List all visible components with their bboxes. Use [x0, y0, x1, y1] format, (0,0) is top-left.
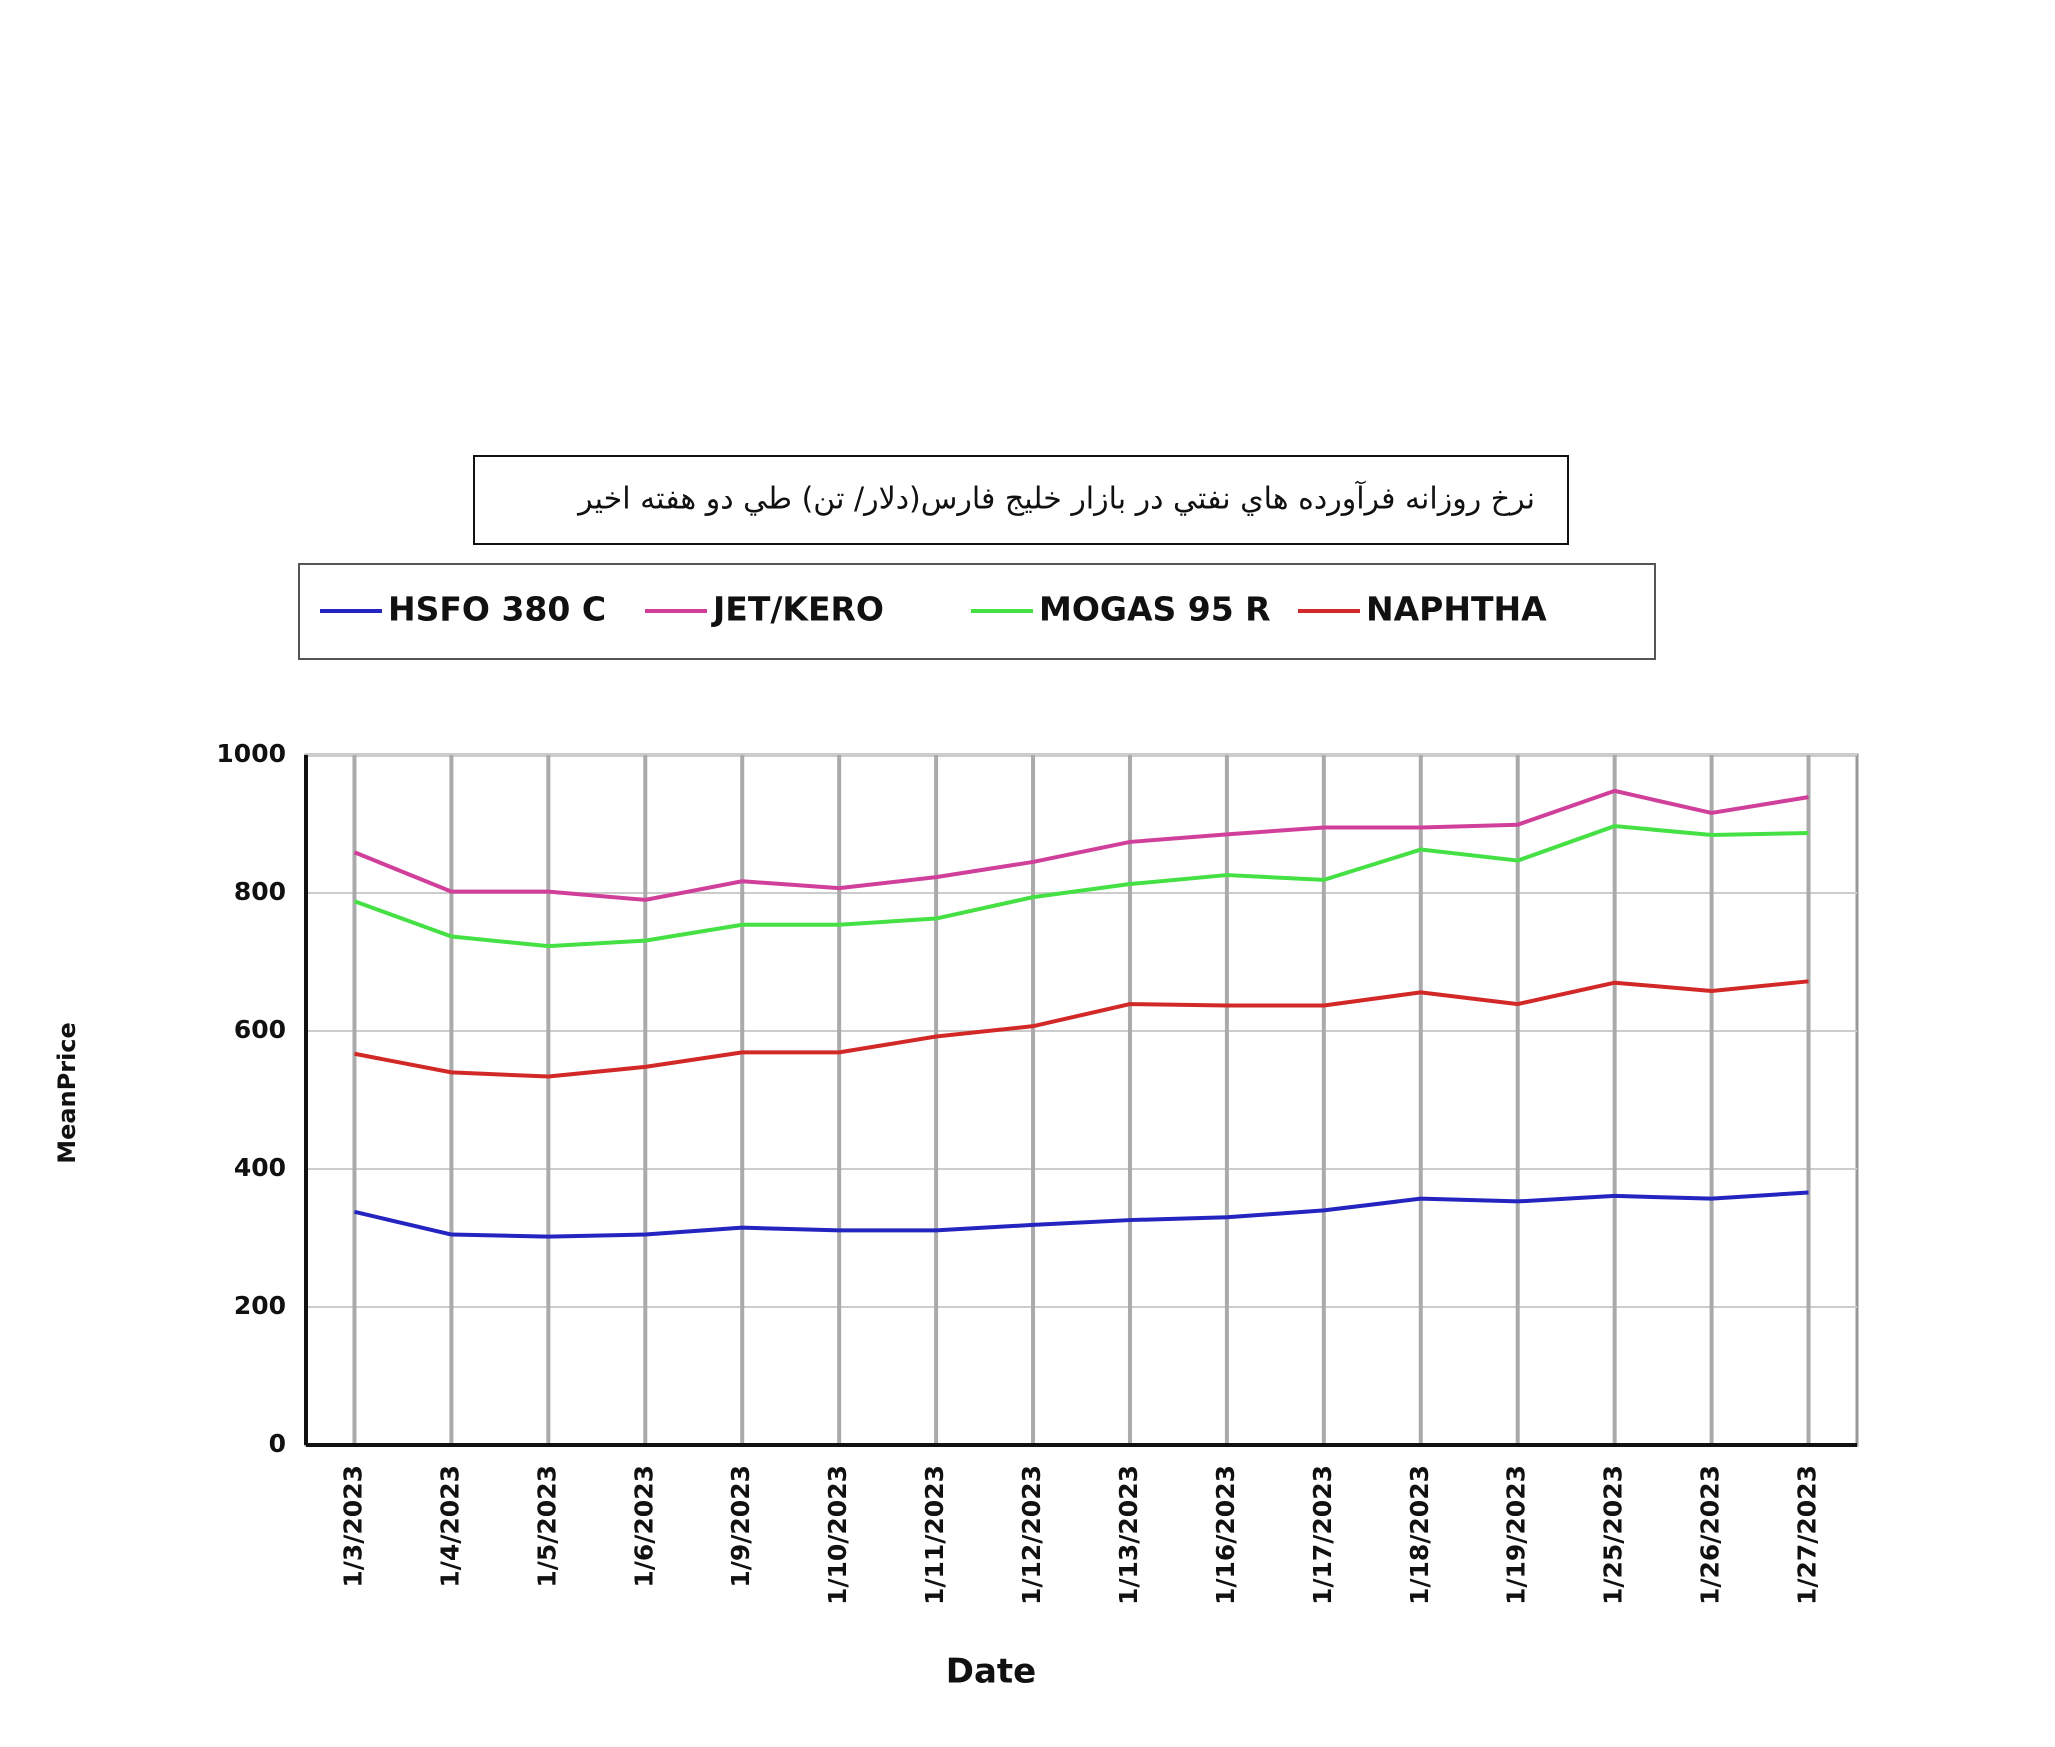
legend-label: JET/KERO [711, 590, 884, 629]
y-tick-label: 0 [269, 1429, 286, 1458]
y-tick-label: 600 [234, 1015, 286, 1044]
legend-label: HSFO 380 C [388, 590, 606, 629]
plot-area [304, 753, 1859, 1447]
x-tick-label: 1/12/2023 [1017, 1465, 1046, 1605]
series-line [353, 824, 1809, 949]
x-tick-label: 1/9/2023 [726, 1465, 755, 1588]
y-tick-label: 400 [234, 1153, 286, 1182]
chart-title: نرخ روزانه فرآورده هاي نفتي در بازار خلي… [576, 481, 1535, 517]
x-tick-label: 1/26/2023 [1696, 1465, 1725, 1605]
series-line [353, 788, 1809, 902]
x-tick-label: 1/6/2023 [629, 1465, 658, 1588]
legend-label: MOGAS 95 R [1039, 590, 1271, 629]
y-axis-label: MeanPrice [53, 1022, 81, 1164]
x-tick-label: 1/17/2023 [1308, 1465, 1337, 1605]
x-axis-label: Date [946, 1652, 1036, 1692]
y-tick-label: 800 [234, 877, 286, 906]
legend-box [298, 563, 1656, 660]
x-tick-label: 1/10/2023 [823, 1465, 852, 1605]
x-tick-label: 1/11/2023 [920, 1465, 949, 1605]
x-tick-label: 1/25/2023 [1599, 1465, 1628, 1605]
x-tick-label: 1/13/2023 [1114, 1465, 1143, 1605]
x-tick-label: 1/16/2023 [1211, 1465, 1240, 1605]
series-line [354, 1190, 1809, 1239]
x-tick-label: 1/5/2023 [532, 1465, 561, 1588]
x-tick-label: 1/4/2023 [435, 1465, 464, 1588]
legend-label: NAPHTHA [1366, 590, 1547, 629]
x-tick-label: 1/27/2023 [1793, 1465, 1822, 1605]
series-line [354, 979, 1809, 1079]
y-tick-label: 200 [234, 1291, 286, 1320]
x-tick-label: 1/19/2023 [1502, 1465, 1531, 1605]
x-tick-label: 1/18/2023 [1405, 1465, 1434, 1605]
y-tick-label: 1000 [216, 739, 286, 768]
x-tick-label: 1/3/2023 [338, 1465, 367, 1588]
title-box [473, 455, 1569, 545]
